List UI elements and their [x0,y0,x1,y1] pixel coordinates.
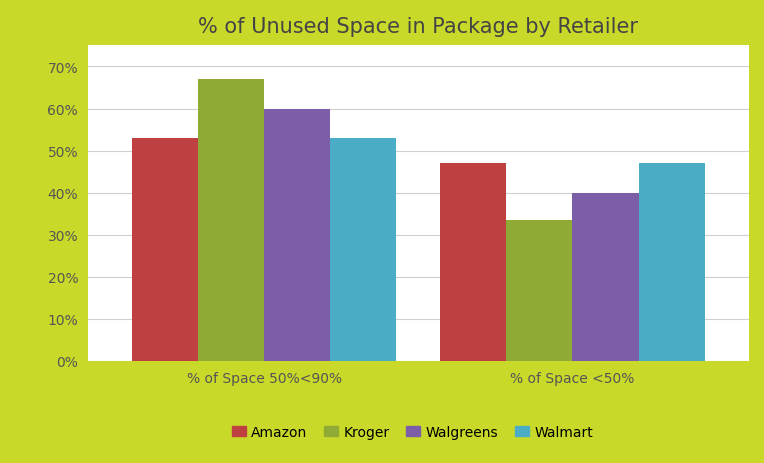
Legend: Amazon, Kroger, Walgreens, Walmart: Amazon, Kroger, Walgreens, Walmart [226,419,599,444]
Bar [639,164,704,361]
Bar [440,164,507,361]
Bar [132,138,198,361]
Bar [264,109,330,361]
Bar [572,193,639,361]
Bar [330,138,397,361]
Bar [507,220,572,361]
Bar [198,80,264,361]
Title: % of Unused Space in Package by Retailer: % of Unused Space in Package by Retailer [199,17,638,37]
